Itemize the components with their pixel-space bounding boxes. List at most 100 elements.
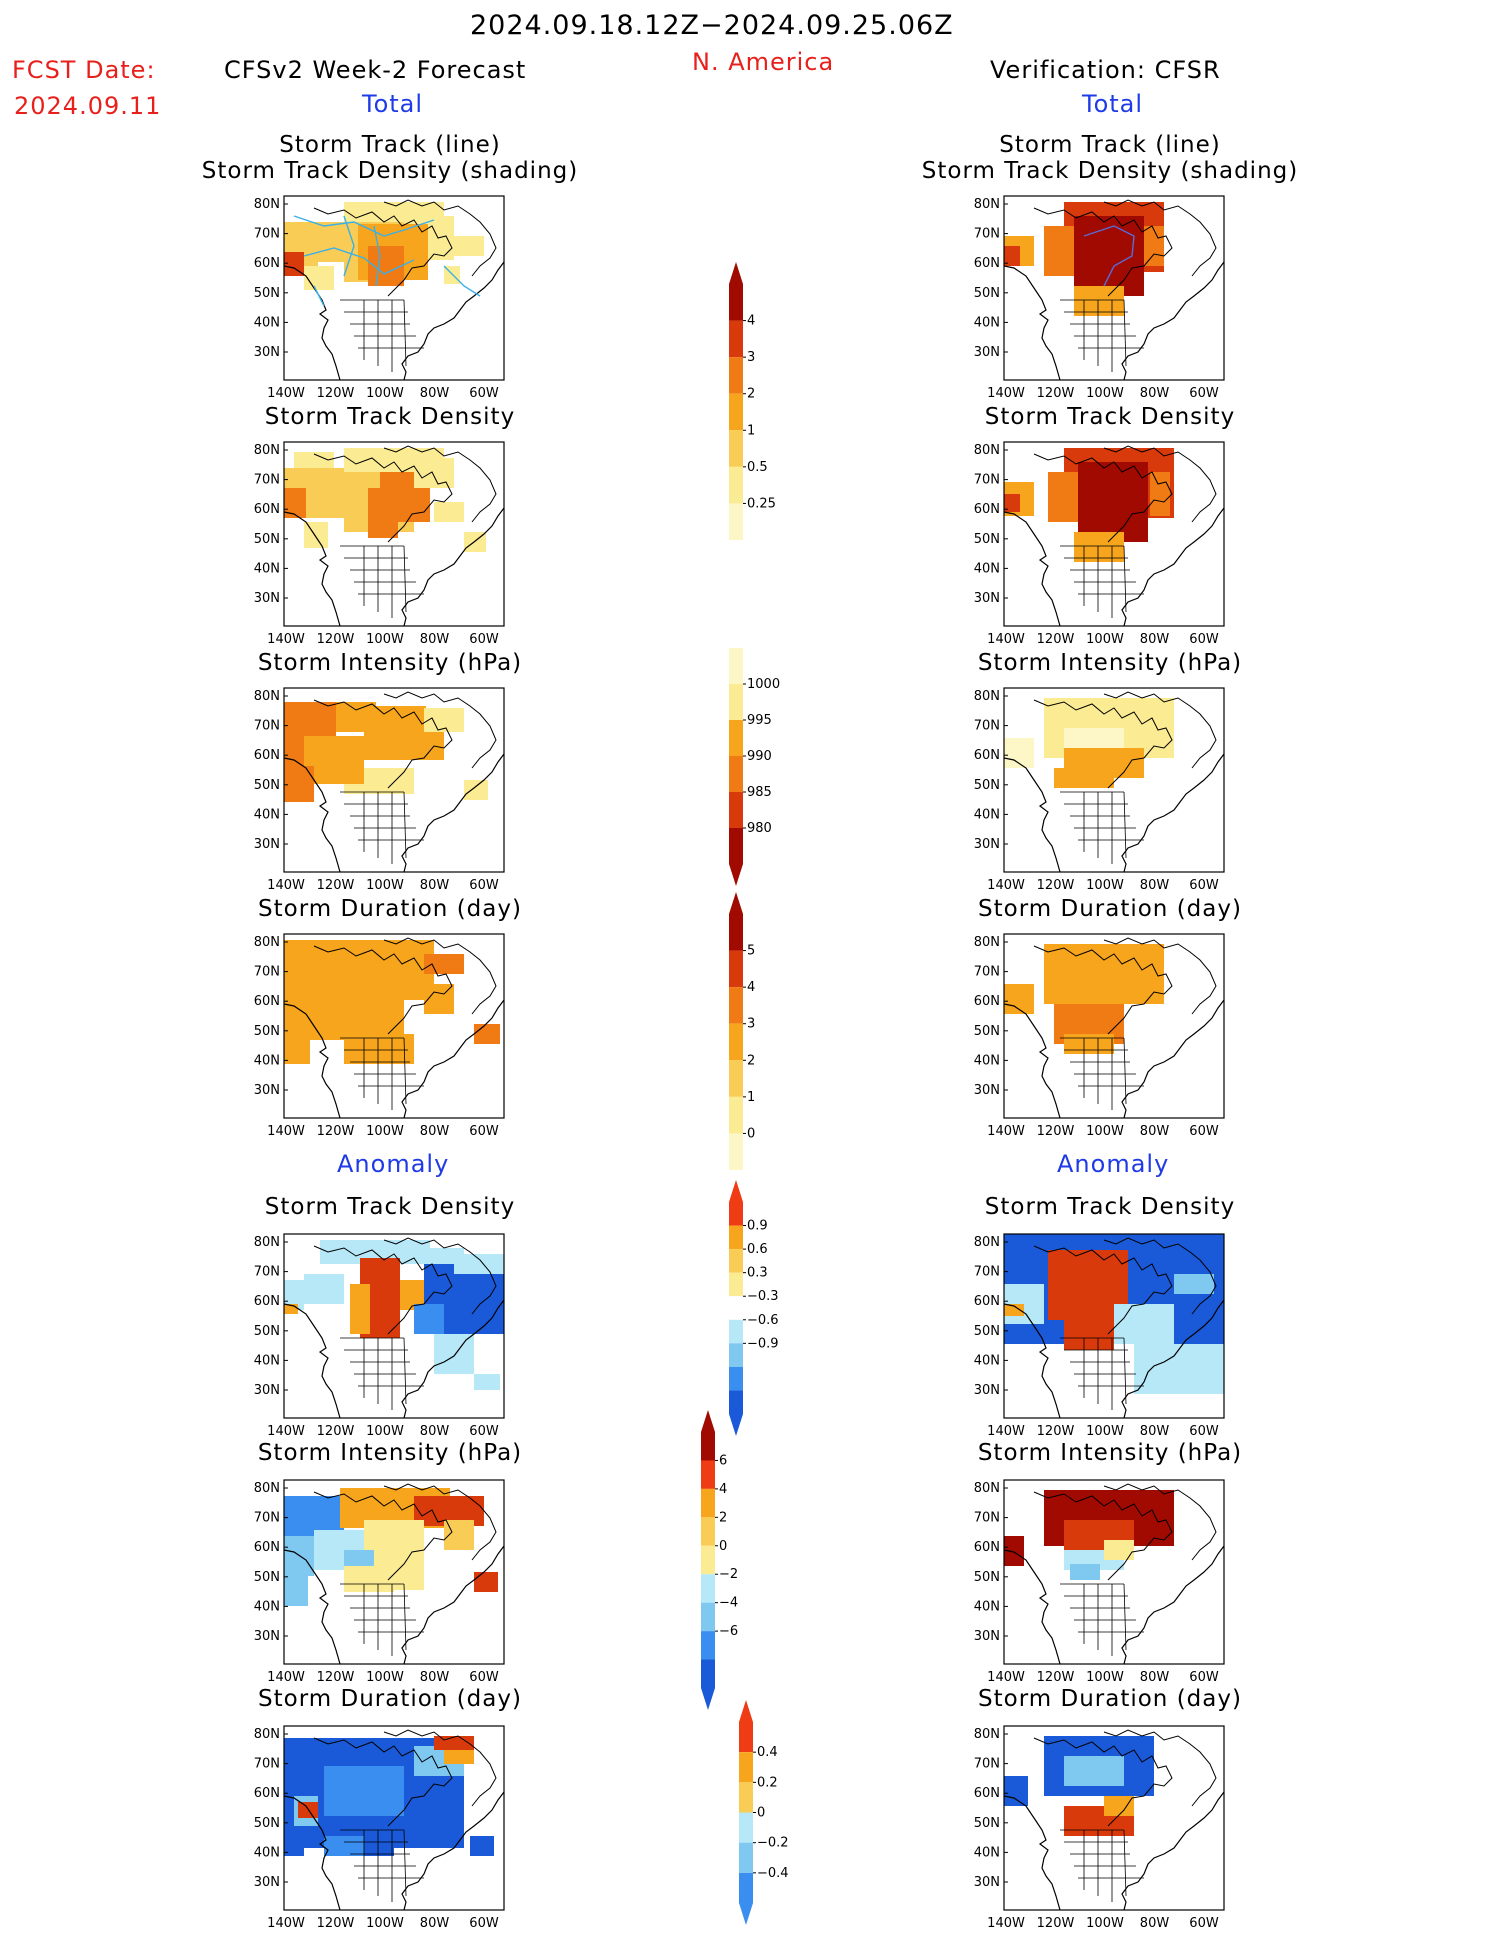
panel-title-intensity: Storm Intensity (hPa)	[257, 1440, 523, 1466]
verification-duration-map: 80N 70N 60N 50N 40N 30N 140W 120W 100W 80W 60W	[974, 933, 1225, 1139]
lat-tick-label: 50N	[254, 286, 280, 301]
colorbar-label: 3	[747, 350, 755, 365]
coastline	[1060, 299, 1144, 372]
lat-tick-label: 70N	[254, 227, 280, 242]
colorbar-swatch	[739, 1782, 753, 1813]
anomaly-label-right: Anomaly	[1057, 1150, 1170, 1178]
lon-tick-label: 120W	[1037, 386, 1075, 401]
coastline	[313, 1245, 453, 1335]
lat-tick-label: 70N	[974, 719, 1000, 734]
total-label-left: Total	[362, 90, 424, 118]
lon-tick-label: 100W	[366, 1670, 404, 1685]
lon-tick-label: 120W	[1037, 1424, 1075, 1439]
coastline	[340, 791, 424, 864]
colorbar-swatch	[729, 684, 743, 720]
shaded-cell	[368, 488, 398, 538]
colorbar-label: 2	[747, 387, 755, 402]
shaded-cell	[1048, 472, 1078, 522]
shaded-cell	[1004, 494, 1020, 512]
coastline	[1033, 1491, 1173, 1581]
lon-tick-label: 60W	[469, 1124, 499, 1139]
lat-tick-label: 30N	[974, 591, 1000, 606]
shaded-cell	[284, 488, 306, 518]
shaded-cell	[454, 1254, 504, 1274]
shaded-cell	[284, 1496, 344, 1536]
colorbar-label: 0.5	[747, 460, 768, 475]
lon-tick-label: 140W	[267, 632, 305, 647]
map-frame	[283, 1725, 505, 1911]
lon-tick-label: 100W	[366, 1916, 404, 1931]
lon-tick-label: 120W	[317, 1670, 355, 1685]
forecast-density-map: 80N 70N 60N 50N 40N 30N 140W 120W 100W 80W 60W	[254, 441, 505, 647]
lon-tick-label: 140W	[987, 386, 1025, 401]
forecast-duration-anomaly-map: 80N 70N 60N 50N 40N 30N 140W 120W 100W 80W 60W	[254, 1725, 505, 1931]
coastline	[340, 545, 424, 618]
total-label-right: Total	[1082, 90, 1144, 118]
colorbar-swatch	[729, 1319, 743, 1344]
lon-tick-label: 60W	[1189, 1916, 1219, 1931]
map-frame	[1003, 195, 1225, 381]
colorbar-label: 4	[747, 314, 755, 329]
coastline	[1060, 545, 1144, 618]
lat-tick-label: 60N	[254, 256, 280, 271]
colorbar-label: 995	[747, 713, 772, 728]
colorbar-intensity-anom: 6 4 2 0 −2 −4 −6	[701, 1410, 738, 1710]
lat-tick-label: 50N	[254, 778, 280, 793]
lat-tick-label: 40N	[974, 1053, 1000, 1068]
lat-tick-label: 40N	[254, 807, 280, 822]
panel-title-duration: Storm Duration (day)	[978, 896, 1242, 922]
lat-tick-label: 40N	[974, 315, 1000, 330]
coastline	[313, 207, 453, 297]
lat-tick-label: 80N	[254, 1481, 280, 1496]
lat-tick-label: 80N	[254, 1235, 280, 1250]
colorbar-swatch	[701, 1410, 715, 1461]
lon-tick-label: 120W	[1037, 1670, 1075, 1685]
lon-tick-label: 80W	[1140, 632, 1170, 647]
forecast-intensity-map: 80N 70N 60N 50N 40N 30N 140W 120W 100W 80W 60W	[254, 687, 505, 893]
forecast-track-line-map: 80N 70N 60N 50N 40N 30N 140W 120W 100W 80W 60W	[254, 195, 505, 401]
shaded-cell	[434, 502, 464, 522]
lon-tick-label: 100W	[366, 1424, 404, 1439]
lon-tick-label: 80W	[1140, 1916, 1170, 1931]
panel-title-duration: Storm Duration (day)	[258, 1686, 522, 1712]
lat-tick-label: 60N	[974, 1540, 1000, 1555]
colorbar-label: −4	[719, 1596, 738, 1611]
panel-title-density: Storm Track Density	[984, 404, 1236, 430]
colorbar-swatch	[729, 262, 743, 321]
lat-tick-label: 50N	[974, 778, 1000, 793]
lon-tick-label: 60W	[469, 632, 499, 647]
lat-tick-label: 50N	[254, 1024, 280, 1039]
map-frame	[283, 933, 505, 1119]
lat-tick-label: 30N	[254, 1629, 280, 1644]
shaded-cell	[1004, 1536, 1024, 1566]
shaded-cell	[1144, 226, 1164, 266]
lat-tick-label: 40N	[974, 807, 1000, 822]
coastline	[1033, 453, 1173, 543]
colorbar-density-anom: 0.9 0.6 0.3 −0.3 −0.6 −0.9	[729, 1180, 779, 1436]
coastline	[1033, 1245, 1173, 1335]
lon-tick-label: 140W	[267, 1124, 305, 1139]
shaded-cell	[1104, 1540, 1134, 1560]
shaded-cell	[304, 266, 334, 290]
colorbar-label: 0.6	[747, 1242, 768, 1257]
colorbar-label: 0.25	[747, 496, 776, 511]
shaded-cell	[434, 1334, 474, 1374]
colorbar-swatch	[729, 1249, 743, 1273]
lon-tick-label: 100W	[366, 1124, 404, 1139]
shaded-cell	[474, 1024, 500, 1044]
shaded-cell	[304, 522, 328, 548]
colorbar-swatch	[729, 1343, 743, 1367]
lon-tick-label: 140W	[267, 1670, 305, 1685]
colorbar-swatch	[729, 1366, 743, 1391]
lat-tick-label: 60N	[974, 502, 1000, 517]
forecast-intensity-anomaly-map: 80N 70N 60N 50N 40N 30N 140W 120W 100W 80W 60W	[254, 1479, 505, 1685]
shaded-cell	[1078, 462, 1148, 542]
coastline	[1033, 1737, 1173, 1827]
shaded-cell	[284, 1034, 310, 1064]
forecast-title: CFSv2 Week-2 Forecast	[224, 56, 527, 84]
coastline	[383, 691, 497, 769]
lat-tick-label: 70N	[254, 1757, 280, 1772]
lat-tick-label: 40N	[254, 561, 280, 576]
shaded-cell	[1074, 286, 1124, 316]
lon-tick-label: 140W	[987, 878, 1025, 893]
